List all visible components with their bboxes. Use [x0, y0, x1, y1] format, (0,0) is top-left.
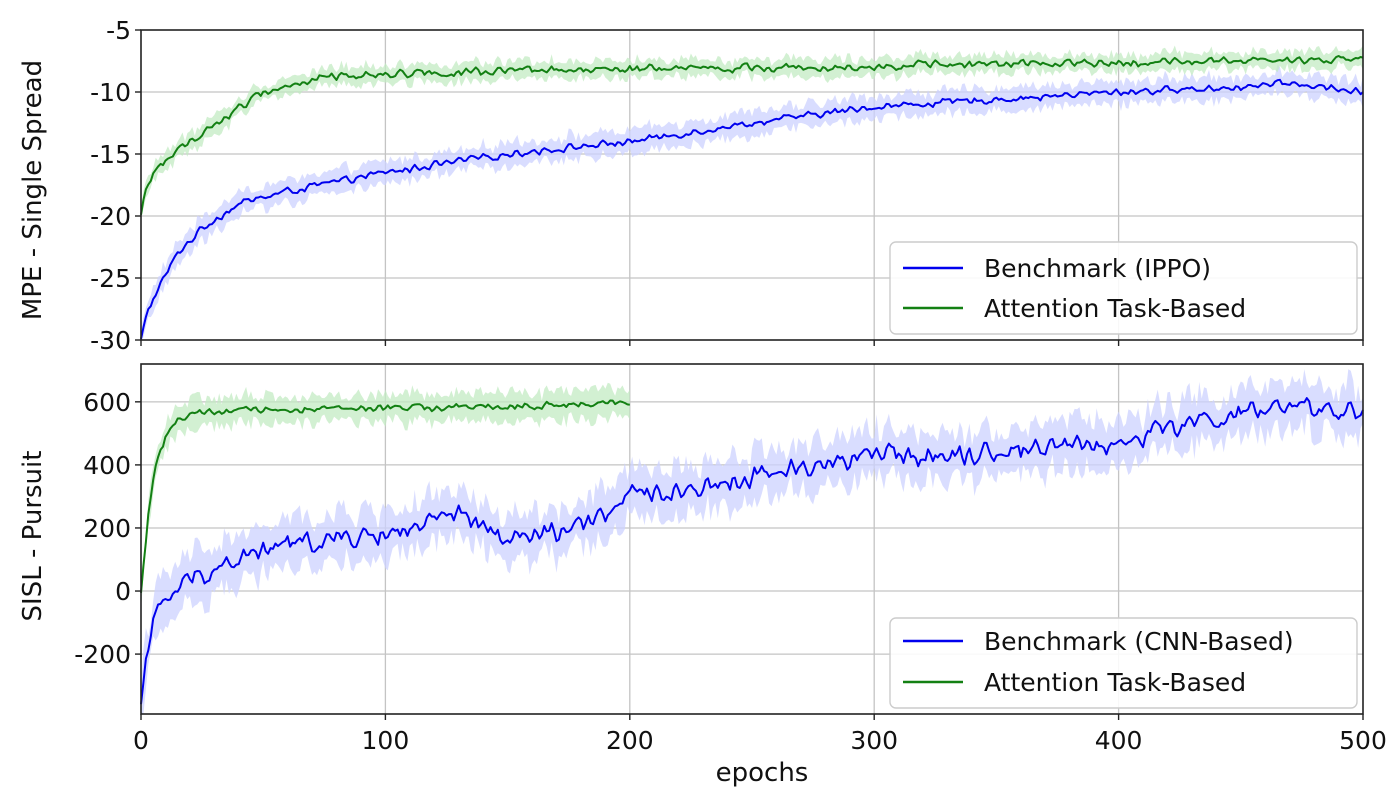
mpe-band-attention — [141, 45, 1363, 220]
sisl-line-benchmark — [140, 397, 1364, 705]
mpe-lines — [140, 55, 1364, 340]
sisl-bands — [141, 369, 1363, 714]
mpe-ytick-label: -30 — [90, 326, 131, 355]
mpe-line-benchmark — [140, 78, 1364, 340]
sisl-xtick-label: 500 — [1339, 726, 1387, 755]
mpe-panel: -30 -25 -20 -15 -10 -5 MPE - Single Spread Be… — [18, 16, 1364, 355]
mpe-ytick-label: -15 — [90, 140, 131, 169]
sisl-ytick-label: -200 — [74, 640, 131, 669]
sisl-band-benchmark — [141, 369, 1363, 714]
sisl-frame — [140, 363, 1364, 715]
mpe-bands — [141, 45, 1363, 341]
sisl-legend: Benchmark (CNN-Based) Attention Task-Bas… — [889, 617, 1358, 709]
sisl-ylabel: SISL - Pursuit — [18, 451, 48, 622]
sisl-xtick-label: 200 — [606, 726, 654, 755]
mpe-legend-box — [889, 241, 1358, 335]
sisl-ytick-label: 400 — [83, 451, 131, 480]
sisl-ytick-label: 600 — [83, 388, 131, 417]
sisl-ticks: -200 0 200 400 600 0 100 200 300 400 500 — [74, 388, 1387, 755]
mpe-ytick-label: -25 — [90, 264, 131, 293]
mpe-ytick-label: -5 — [106, 16, 131, 45]
sisl-panel: -200 0 200 400 600 0 100 200 300 400 500 SISL - Pu… — [18, 363, 1387, 788]
mpe-band-benchmark — [141, 64, 1363, 341]
mpe-line-attention — [140, 55, 1364, 215]
sisl-legend-label-attention: Attention Task-Based — [984, 668, 1246, 697]
x-axis-label: epochs — [716, 758, 809, 788]
mpe-ticks: -30 -25 -20 -15 -10 -5 — [90, 16, 1364, 355]
mpe-legend-label-benchmark: Benchmark (IPPO) — [984, 254, 1211, 283]
sisl-lines — [140, 397, 1364, 705]
mpe-ylabel: MPE - Single Spread — [18, 60, 48, 320]
sisl-xtick-label: 0 — [133, 726, 149, 755]
sisl-legend-label-benchmark: Benchmark (CNN-Based) — [984, 627, 1294, 656]
sisl-xtick-label: 300 — [850, 726, 898, 755]
sisl-ytick-label: 0 — [115, 577, 131, 606]
mpe-legend-label-attention: Attention Task-Based — [984, 294, 1246, 323]
sisl-band-attention — [141, 382, 630, 612]
sisl-xtick-label: 100 — [362, 726, 410, 755]
mpe-legend: Benchmark (IPPO) Attention Task-Based — [889, 241, 1358, 335]
mpe-ytick-label: -10 — [90, 78, 131, 107]
sisl-line-attention — [140, 399, 630, 593]
sisl-xtick-label: 400 — [1095, 726, 1143, 755]
mpe-frame — [140, 29, 1364, 341]
sisl-ytick-label: 200 — [83, 514, 131, 543]
mpe-ytick-label: -20 — [90, 202, 131, 231]
sisl-legend-box — [889, 617, 1358, 709]
